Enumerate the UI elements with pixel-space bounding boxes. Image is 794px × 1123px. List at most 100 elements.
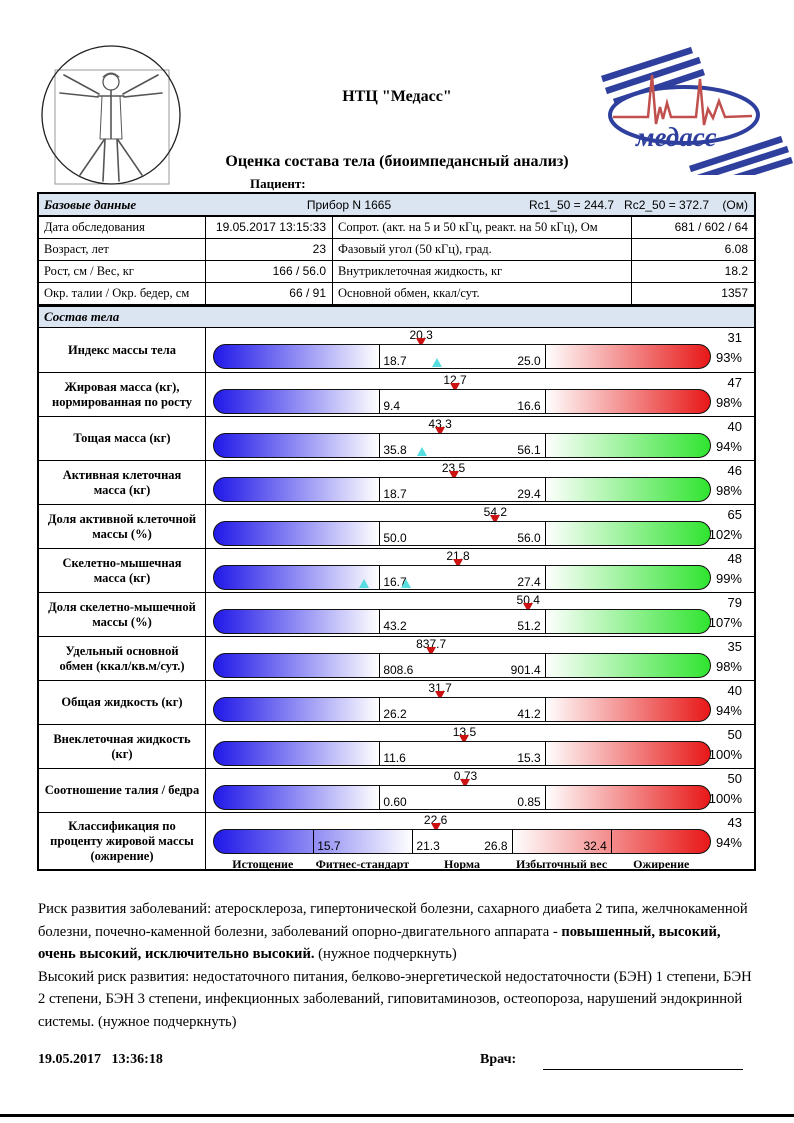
basic-label: Дата обследования: [39, 216, 205, 238]
basic-value: 681 / 602 / 64: [631, 216, 754, 238]
norm-high: 0.85: [517, 795, 541, 809]
gauge-bar: 0.60 0.85: [213, 785, 711, 810]
norm-low: 43.2: [383, 619, 407, 633]
norm-boundary-line: [379, 390, 381, 413]
composition-table: Состав тела Индекс массы тела 20.3 18.7 25.…: [37, 305, 756, 871]
gauge-percent: 100%: [708, 791, 742, 806]
norm-boundary-line: [379, 478, 381, 501]
norm-high: 25.0: [517, 354, 541, 368]
gauge-bar: 9.4 16.6: [213, 389, 711, 414]
gauge-label: Классификация по проценту жировой массы …: [39, 813, 206, 869]
gauge-bar: 808.6 901.4: [213, 653, 711, 678]
basic-label: Рост, см / Вес, кг: [39, 260, 205, 282]
gauge-score: 50: [727, 771, 742, 786]
gauge-value: 31.7: [428, 681, 452, 695]
bound-1: 15.7: [317, 839, 341, 853]
norm-high: 41.2: [517, 707, 541, 721]
norm-boundary-line: [379, 566, 381, 589]
medass-logo: медасс: [601, 46, 793, 175]
gauge-score: 40: [727, 683, 742, 698]
gauge-label: Внеклеточная жидкость (кг): [39, 725, 206, 768]
gauge-area: 12.7 9.4 16.6 47 98%: [206, 373, 754, 416]
basic-label: Фазовый угол (50 кГц), град.: [332, 238, 631, 260]
risk-text: Риск развития заболеваний: атеросклероза…: [38, 898, 757, 1033]
gauge-row: Активная клеточная масса (кг) 23.5 18.7 29.…: [39, 460, 754, 504]
doctor-label: Врач:: [480, 1052, 517, 1067]
basic-value: 6.08: [631, 238, 754, 260]
gauge-percent: 99%: [715, 571, 742, 586]
gauge-bar: 50.0 56.0: [213, 521, 711, 546]
vitruvian-man-image: [41, 45, 181, 185]
norm-boundary-line: [544, 786, 546, 809]
basic-data-table: Базовые данные Прибор N 1665 Rc1_50 = 24…: [37, 192, 756, 306]
gauge-percent: 94%: [715, 835, 742, 850]
norm-high: 15.3: [517, 751, 541, 765]
norm-high: 56.1: [517, 443, 541, 457]
gauge-row: Индекс массы тела 20.3 18.7 25.0 31 93%: [39, 328, 754, 372]
norm-boundary-line: [379, 698, 381, 721]
marker-current-icon: [460, 779, 471, 788]
gauge-bar: 18.7 29.4: [213, 477, 711, 502]
gauge-value: 21.8: [446, 549, 470, 563]
gauge-percent: 94%: [715, 703, 742, 718]
norm-boundary-line: [544, 522, 546, 545]
norm-low: 35.8: [383, 443, 407, 457]
gauge-area: 23.5 18.7 29.4 46 98%: [206, 461, 754, 504]
norm-boundary-line: [379, 654, 381, 677]
gauge-area: 43.3 35.8 56.1 40 94%: [206, 417, 754, 460]
gauge-bar: 11.6 15.3: [213, 741, 711, 766]
basic-label: Внутриклеточная жидкость, кг: [332, 260, 631, 282]
basic-value: 66 / 91: [205, 282, 332, 304]
bound-4: 32.4: [583, 839, 607, 853]
gauge-bar: 35.8 56.1: [213, 433, 711, 458]
bottom-rule: [0, 1114, 794, 1117]
norm-boundary-line: [379, 786, 381, 809]
gauge-bar: 43.2 51.2: [213, 609, 711, 634]
norm-high: 51.2: [517, 619, 541, 633]
gauge-area: 21.8 16.7 27.4 48 99%: [206, 549, 754, 592]
composition-rows: Индекс массы тела 20.3 18.7 25.0 31 93% Жирова…: [39, 328, 754, 871]
marker-current-icon: [435, 691, 446, 700]
norm-high: 29.4: [517, 487, 541, 501]
marker-current-icon: [430, 823, 441, 832]
norm-high: 901.4: [510, 663, 541, 677]
bound-2: 21.3: [416, 839, 440, 853]
gauge-value: 20.3: [409, 328, 433, 342]
gauge-row: Скелетно-мышечная масса (кг) 21.8 16.7 27.4…: [39, 548, 754, 592]
norm-low: 808.6: [383, 663, 414, 677]
norm-boundary-line: [544, 698, 546, 721]
gauge-area: 0.73 0.60 0.85 50 100%: [206, 769, 754, 812]
norm-boundary-line: [379, 345, 381, 368]
norm-boundary-line: [544, 654, 546, 677]
gauge-row: Доля активной клеточной массы (%) 54.2 50.…: [39, 504, 754, 548]
norm-low: 16.7: [383, 575, 407, 589]
basic-label: Сопрот. (акт. на 5 и 50 кГц, реакт. на 5…: [332, 216, 631, 238]
risk-paragraph-1-tail: (нужное подчеркнуть): [314, 946, 457, 962]
norm-boundary-line: [544, 434, 546, 457]
norm-boundary-line: [544, 742, 546, 765]
marker-current-icon: [453, 559, 464, 568]
gauge-value: 0.73: [453, 769, 478, 783]
gauge-label: Доля активной клеточной массы (%): [39, 505, 206, 548]
gauge-bar: 26.2 41.2: [213, 697, 711, 722]
basic-value: 1357: [631, 282, 754, 304]
norm-low: 11.6: [383, 751, 406, 765]
gauge-area: 13.5 11.6 15.3 50 100%: [206, 725, 754, 768]
gauge-score: 65: [727, 507, 742, 522]
norm-boundary-line: [379, 610, 381, 633]
gauge-area: 22.6 15.7 21.3 26.8 32.4 Истощение Фитнес-стан…: [206, 813, 754, 871]
marker-current-icon: [448, 471, 459, 480]
gauge-percent: 98%: [715, 395, 742, 410]
gauge-value: 837.7: [416, 637, 447, 651]
marker-previous-icon: [401, 579, 412, 588]
gauge-value: 43.3: [428, 417, 452, 431]
norm-low: 9.4: [383, 399, 400, 413]
category-label: Норма: [444, 857, 480, 871]
norm-low: 18.7: [383, 354, 407, 368]
marker-current-icon: [523, 603, 534, 612]
gauge-value: 22.6: [423, 813, 448, 827]
gauge-area: 20.3 18.7 25.0 31 93%: [206, 328, 754, 372]
gauge-percent: 93%: [715, 350, 742, 365]
gauge-label: Индекс массы тела: [39, 328, 206, 372]
norm-low: 0.60: [383, 795, 407, 809]
